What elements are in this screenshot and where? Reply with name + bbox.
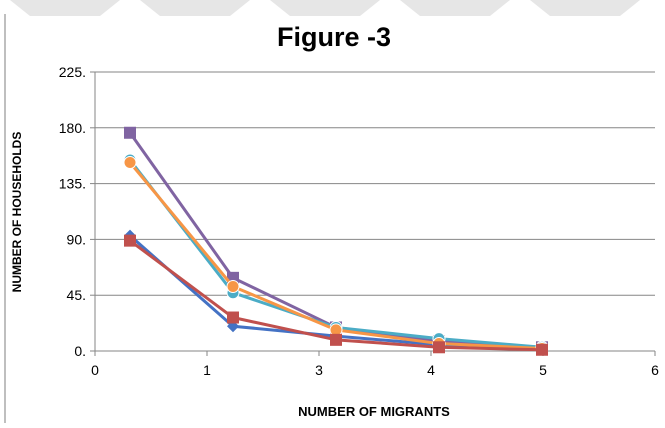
series-2 xyxy=(124,126,548,354)
y-tick-label: 225. xyxy=(59,64,86,80)
series-line xyxy=(128,161,543,351)
x-tick-label: 1 xyxy=(203,362,211,378)
y-axis-label: NUMBER OF HOUSEHOLDS xyxy=(10,132,24,293)
x-tick-label: 5 xyxy=(539,362,547,378)
data-point xyxy=(433,341,445,354)
decorative-stripes xyxy=(0,0,665,20)
series-line xyxy=(128,159,543,349)
y-tick-label: 0. xyxy=(74,343,86,359)
data-series xyxy=(123,126,549,356)
tick-labels: 0. 45. 90. 135. 180. 225. 0 1 3 4 5 6 xyxy=(59,64,659,378)
data-point xyxy=(226,280,240,294)
top-decorative-band xyxy=(0,0,665,20)
series-5 xyxy=(124,234,548,356)
series-4 xyxy=(123,156,549,356)
chart-title: Figure -3 xyxy=(277,22,391,52)
data-point xyxy=(124,234,136,247)
data-point xyxy=(123,156,137,170)
data-point xyxy=(227,311,239,324)
x-tick-label: 0 xyxy=(91,362,99,378)
data-point xyxy=(536,343,548,356)
x-tick-label: 3 xyxy=(315,362,323,378)
x-axis-label: NUMBER OF MIGRANTS xyxy=(298,404,450,419)
x-tick-label: 6 xyxy=(651,362,659,378)
y-tick-label: 90. xyxy=(67,231,86,247)
y-tick-label: 135. xyxy=(59,176,86,192)
axes xyxy=(90,71,656,356)
y-tick-label: 45. xyxy=(67,287,86,303)
x-tick-label: 4 xyxy=(427,362,435,378)
y-tick-label: 180. xyxy=(59,120,86,136)
data-point xyxy=(124,126,136,139)
data-point xyxy=(330,333,342,346)
gridlines xyxy=(95,71,655,296)
